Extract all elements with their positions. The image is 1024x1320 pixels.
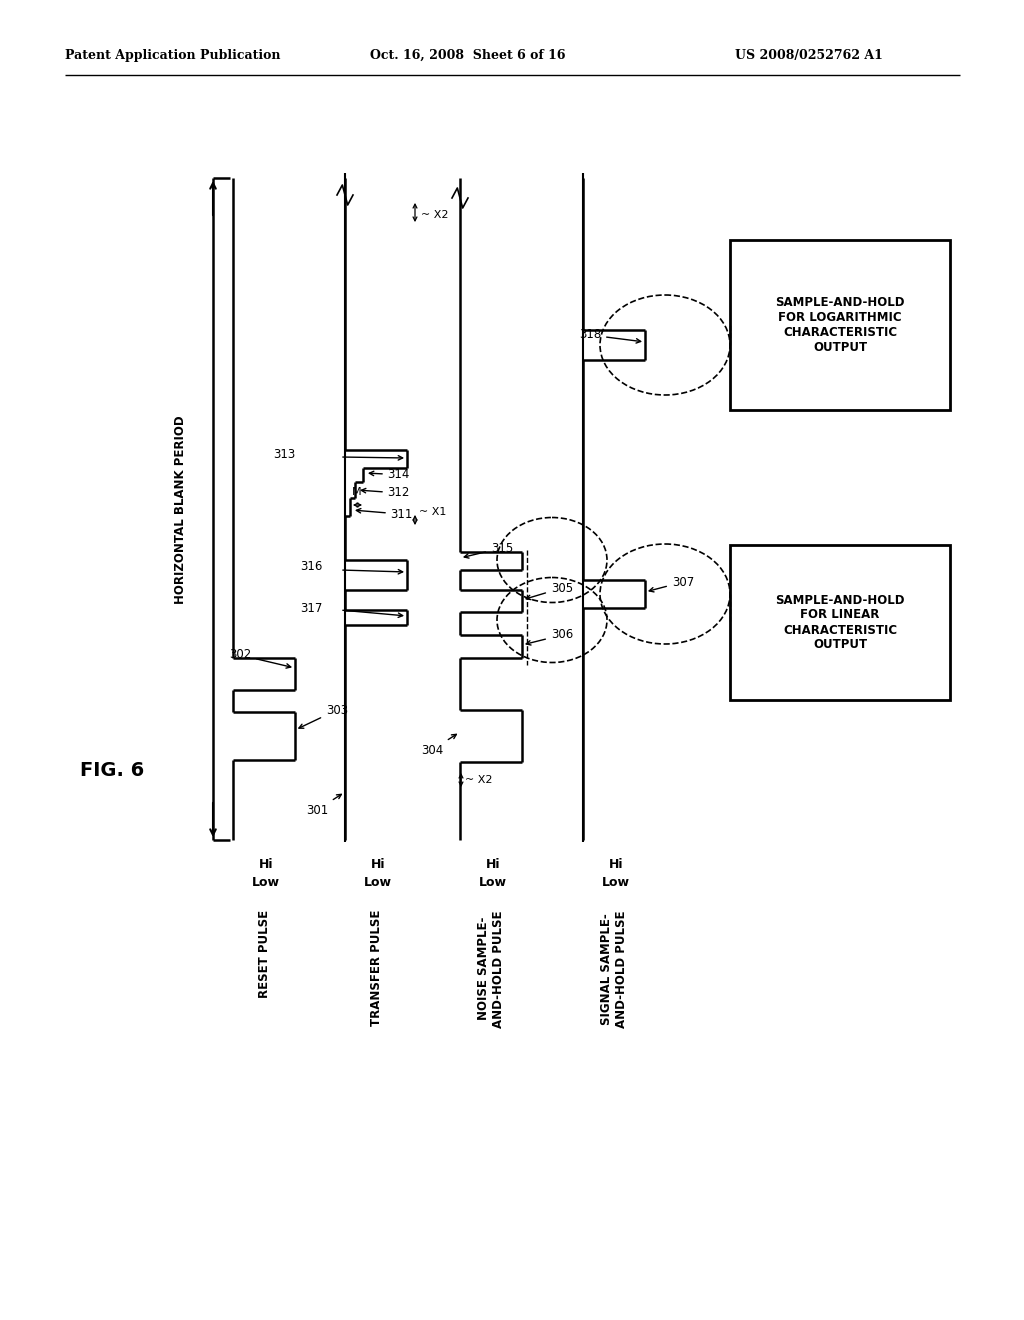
Text: Oct. 16, 2008  Sheet 6 of 16: Oct. 16, 2008 Sheet 6 of 16 — [370, 49, 565, 62]
Text: 314: 314 — [387, 467, 410, 480]
Text: 304: 304 — [421, 734, 457, 756]
Text: RESET PULSE: RESET PULSE — [257, 909, 270, 998]
Text: HORIZONTAL BLANK PERIOD: HORIZONTAL BLANK PERIOD — [173, 416, 186, 605]
Text: ~ X2: ~ X2 — [421, 210, 449, 220]
Text: 302: 302 — [229, 648, 291, 668]
Text: Low: Low — [252, 876, 280, 888]
Text: 315: 315 — [464, 541, 513, 558]
Text: 305: 305 — [526, 582, 573, 599]
Text: US 2008/0252762 A1: US 2008/0252762 A1 — [735, 49, 883, 62]
Text: 313: 313 — [273, 449, 295, 462]
Text: 318: 318 — [579, 329, 641, 343]
Text: Hi: Hi — [609, 858, 624, 871]
Text: ~ X1: ~ X1 — [419, 507, 446, 517]
Text: Hi: Hi — [371, 858, 385, 871]
Text: FIG. 6: FIG. 6 — [80, 760, 144, 780]
Text: ~ X2: ~ X2 — [465, 775, 493, 785]
Text: M: M — [352, 487, 361, 498]
Text: 301: 301 — [306, 795, 341, 817]
Text: Low: Low — [364, 876, 392, 888]
Text: 307: 307 — [649, 576, 694, 591]
Text: 311: 311 — [390, 508, 413, 521]
Text: Patent Application Publication: Patent Application Publication — [65, 49, 281, 62]
Text: Hi: Hi — [259, 858, 273, 871]
Text: Low: Low — [479, 876, 507, 888]
Text: NOISE SAMPLE-
AND-HOLD PULSE: NOISE SAMPLE- AND-HOLD PULSE — [477, 909, 505, 1027]
Text: 317: 317 — [300, 602, 323, 615]
Text: Hi: Hi — [486, 858, 501, 871]
Text: Low: Low — [602, 876, 630, 888]
Text: SAMPLE-AND-HOLD
FOR LOGARITHMIC
CHARACTERISTIC
OUTPUT: SAMPLE-AND-HOLD FOR LOGARITHMIC CHARACTE… — [775, 296, 905, 354]
Text: 316: 316 — [300, 561, 323, 573]
Text: 303: 303 — [299, 704, 348, 729]
Text: 312: 312 — [387, 486, 410, 499]
Text: TRANSFER PULSE: TRANSFER PULSE — [370, 909, 383, 1027]
Text: SIGNAL SAMPLE-
AND-HOLD PULSE: SIGNAL SAMPLE- AND-HOLD PULSE — [600, 909, 628, 1027]
Text: 306: 306 — [526, 628, 573, 645]
Text: SAMPLE-AND-HOLD
FOR LINEAR
CHARACTERISTIC
OUTPUT: SAMPLE-AND-HOLD FOR LINEAR CHARACTERISTI… — [775, 594, 905, 652]
